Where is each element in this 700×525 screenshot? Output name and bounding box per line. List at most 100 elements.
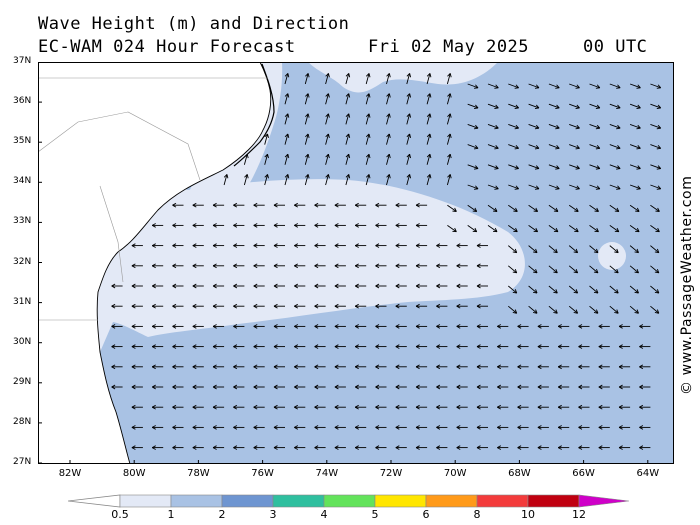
direction-arrow [172,263,184,269]
direction-arrow [557,384,570,390]
direction-arrow [253,263,265,269]
direction-arrow [639,364,651,370]
direction-arrow [639,425,651,430]
direction-arrow [568,245,579,254]
forecast-time: 00 UTC [583,37,648,57]
direction-arrow [569,103,580,110]
direction-arrow [487,184,499,190]
direction-arrow [589,83,601,89]
direction-arrow [476,384,488,390]
direction-arrow [375,202,387,208]
direction-arrow [557,445,570,450]
direction-arrow [548,265,558,274]
direction-arrow [294,243,306,248]
direction-arrow [548,164,560,170]
latitude-label: 30N [13,336,32,347]
direction-arrow [609,144,621,150]
direction-arrow [386,93,391,105]
direction-arrow [395,263,407,269]
direction-arrow [375,425,387,430]
direction-arrow [517,384,529,390]
direction-arrow [426,133,432,145]
direction-arrow [517,344,529,349]
direction-arrow [508,225,518,233]
direction-arrow [304,174,310,186]
direction-arrow [508,123,519,130]
direction-arrow [589,204,599,212]
direction-arrow [629,164,641,170]
direction-arrow [151,263,164,269]
direction-arrow [406,73,412,85]
direction-arrow [325,133,330,145]
latitude-label: 32N [13,256,32,267]
direction-arrow [304,133,310,145]
direction-arrow [294,445,306,450]
direction-arrow [325,153,330,165]
direction-arrow [557,364,570,370]
direction-arrow [557,404,570,410]
direction-arrow [557,324,570,329]
direction-arrow [314,202,326,208]
direction-arrow [334,283,346,289]
direction-arrow [406,174,412,186]
direction-arrow [589,245,599,254]
land [38,62,272,464]
direction-arrow [354,263,367,269]
latitude-label: 37N [13,56,32,66]
direction-arrow [294,263,306,269]
direction-arrow [345,174,351,186]
direction-arrow [650,305,660,314]
direction-arrow [314,344,326,349]
legend-label: 4 [320,508,328,521]
longitude-label: 80W [122,468,146,479]
direction-arrow [365,93,371,105]
legend-swatch [374,494,427,508]
direction-arrow [375,223,387,228]
direction-arrow [253,445,265,450]
direction-arrow [284,153,290,165]
direction-arrow [476,445,488,450]
direction-arrow [456,425,468,430]
longitude-label: 74W [315,468,339,479]
direction-arrow [609,265,619,274]
direction-arrow [253,425,265,430]
direction-arrow [436,344,448,349]
direction-arrow [172,404,184,410]
direction-arrow [415,404,428,410]
direction-arrow [264,153,269,165]
direction-arrow [629,245,639,254]
direction-arrow [548,184,560,190]
direction-arrow [233,243,245,248]
direction-arrow [589,265,599,274]
direction-arrow [354,324,367,329]
direction-arrow [406,133,412,145]
direction-arrow [233,263,245,269]
direction-arrow [325,174,330,186]
direction-arrow [497,344,509,349]
direction-arrow [528,83,540,89]
direction-arrow [294,324,306,329]
direction-arrow [212,283,225,289]
direction-arrow [578,364,590,370]
direction-arrow [487,144,499,150]
direction-arrow [598,364,610,370]
state-borders [38,77,268,321]
direction-arrow [487,204,498,212]
direction-arrow [273,425,285,430]
direction-arrow [650,123,662,130]
direction-arrow [436,364,448,370]
direction-arrow [497,384,509,390]
direction-arrow [294,303,306,309]
direction-arrow [354,384,367,390]
direction-arrow [537,364,549,370]
legend-label: 3 [269,508,277,521]
direction-arrow [334,364,346,370]
direction-arrow [598,384,610,390]
direction-arrow [375,344,387,349]
direction-arrow [131,404,143,410]
direction-arrow [395,303,407,309]
legend-max-arrow [578,494,630,508]
outer-banks [233,63,275,167]
direction-arrow [253,344,265,349]
direction-arrow [487,225,498,233]
